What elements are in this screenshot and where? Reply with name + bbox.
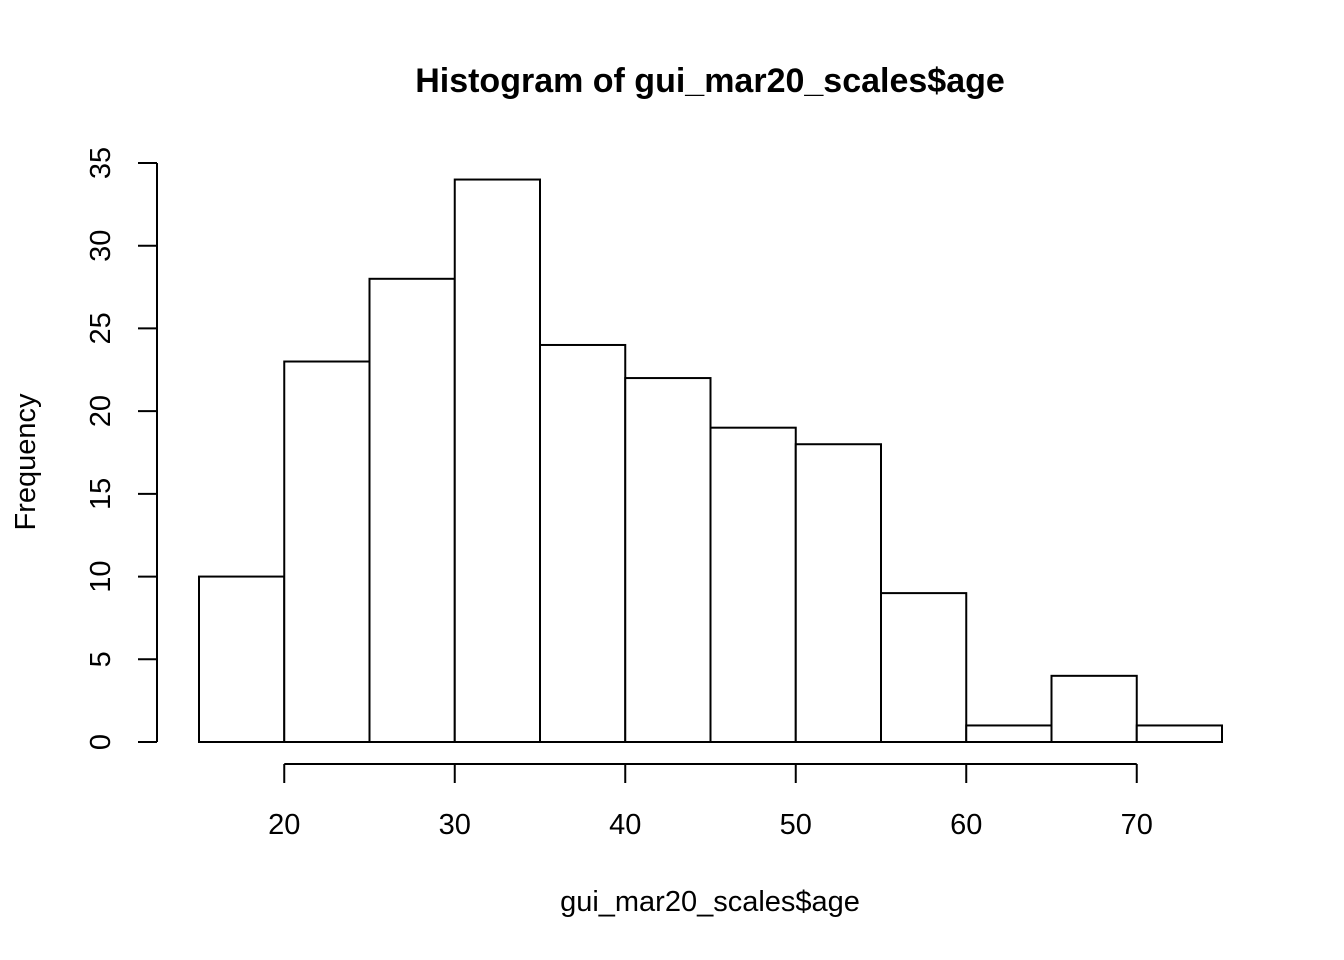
histogram-bar (198, 575, 286, 743)
histogram-bar (1050, 674, 1138, 743)
histogram-bar (539, 343, 627, 743)
x-tick-label: 40 (609, 809, 641, 841)
histogram-bar (709, 426, 797, 743)
histogram-bar (794, 443, 882, 743)
y-axis-label: Frequency (10, 393, 42, 531)
chart-title: Histogram of gui_mar20_scales$age (415, 62, 1005, 100)
histogram-bar (880, 592, 968, 743)
x-tick-label: 60 (950, 809, 982, 841)
x-tick-label: 70 (1121, 809, 1153, 841)
x-axis-label: gui_mar20_scales$age (560, 886, 860, 918)
x-tick-label: 50 (780, 809, 812, 841)
x-axis: 20 30 40 50 60 70 (268, 763, 1153, 841)
x-tick-label: 20 (268, 809, 300, 841)
y-tick-label: 20 (85, 395, 117, 427)
histogram-bar (283, 360, 371, 743)
y-tick-label: 35 (85, 147, 117, 179)
y-tick-label: 10 (85, 560, 117, 592)
histogram-bar (1135, 724, 1223, 744)
y-tick-label: 25 (85, 312, 117, 344)
x-tick-label: 30 (439, 809, 471, 841)
y-tick-label: 15 (85, 478, 117, 510)
y-tick-label: 30 (85, 230, 117, 262)
y-axis: 0 5 10 15 20 25 30 35 (85, 147, 158, 750)
y-tick-label: 5 (85, 651, 117, 667)
histogram-bar (624, 377, 712, 743)
histogram-bar (965, 724, 1053, 744)
y-tick-label: 0 (85, 734, 117, 750)
bars-group (198, 178, 1223, 744)
histogram-bar (453, 178, 541, 744)
histogram-bar (368, 277, 456, 743)
